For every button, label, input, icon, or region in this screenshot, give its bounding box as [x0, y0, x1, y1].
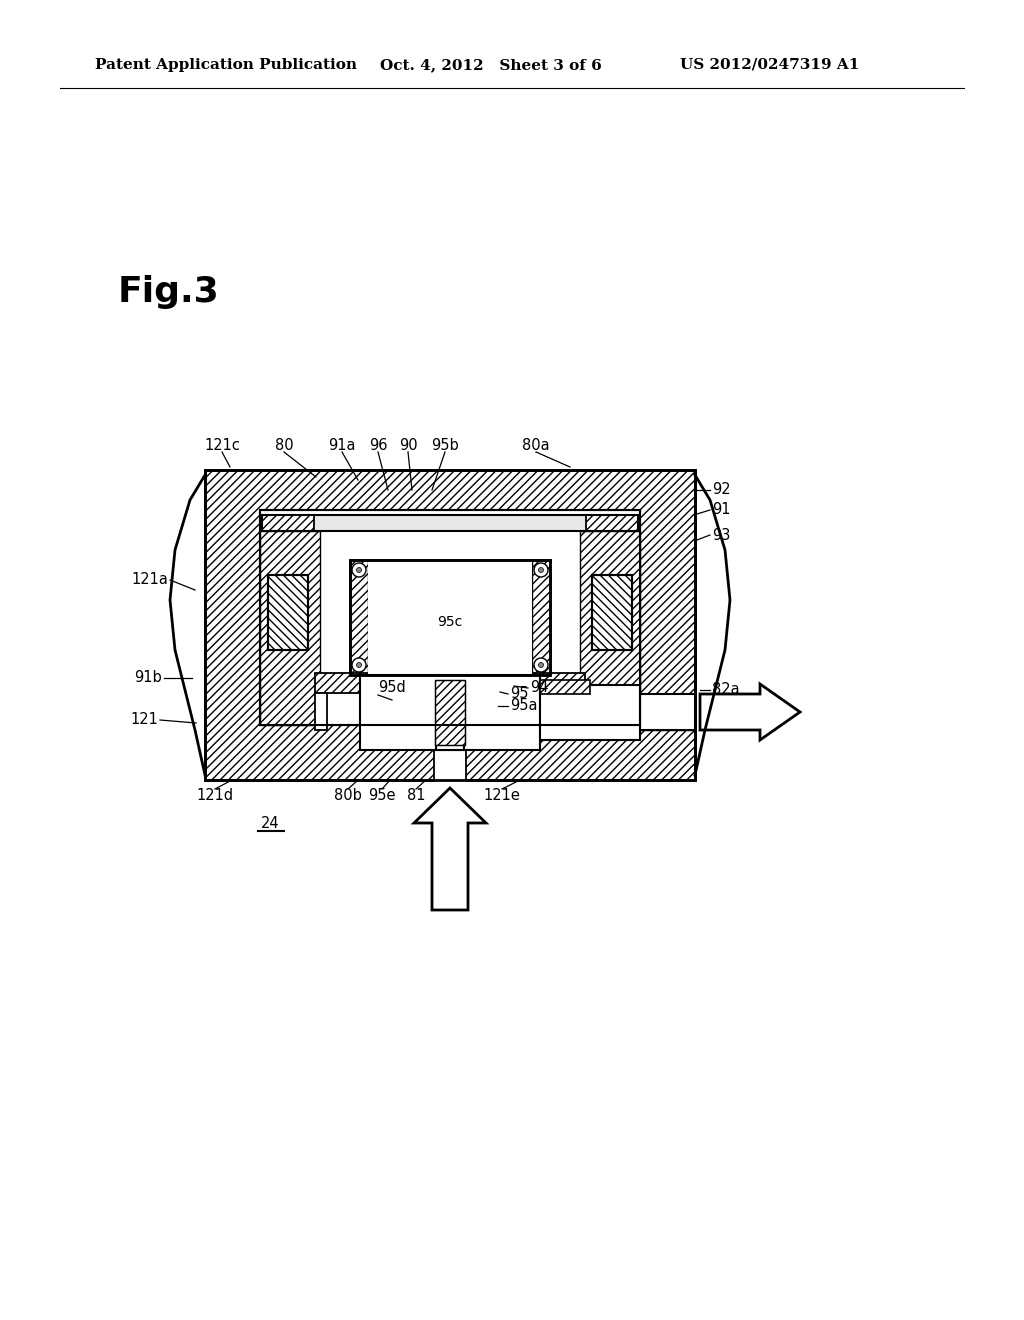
Bar [540, 685, 640, 741]
Text: 91: 91 [712, 503, 730, 517]
Bar [205, 470, 695, 780]
Bar [268, 576, 308, 649]
Bar [260, 531, 319, 725]
Text: Oct. 4, 2012   Sheet 3 of 6: Oct. 4, 2012 Sheet 3 of 6 [380, 58, 602, 73]
Circle shape [534, 657, 548, 672]
Bar [262, 515, 638, 531]
Circle shape [356, 663, 361, 668]
Bar [350, 560, 368, 675]
Bar [368, 560, 532, 675]
Text: 80a: 80a [522, 438, 550, 454]
Bar [640, 725, 695, 730]
Bar [640, 694, 695, 730]
Text: 121e: 121e [483, 788, 520, 804]
Bar [592, 576, 632, 649]
Text: 80: 80 [274, 438, 293, 454]
Bar [540, 680, 590, 694]
Text: 121a: 121a [131, 573, 168, 587]
Text: Fig.3: Fig.3 [118, 275, 220, 309]
Circle shape [356, 568, 361, 573]
Bar [592, 576, 632, 649]
Bar [434, 726, 466, 781]
Circle shape [534, 564, 548, 577]
Polygon shape [700, 684, 800, 741]
Bar [260, 510, 640, 725]
Bar [640, 694, 695, 725]
Bar [515, 673, 585, 693]
Text: 93: 93 [712, 528, 730, 543]
Circle shape [539, 568, 544, 573]
Text: 95e: 95e [369, 788, 395, 804]
Text: 24: 24 [261, 817, 280, 832]
Circle shape [352, 657, 366, 672]
Text: 95c: 95c [437, 615, 463, 630]
Bar [436, 730, 464, 750]
Text: Patent Application Publication: Patent Application Publication [95, 58, 357, 73]
Text: 80b: 80b [334, 788, 361, 804]
Text: 81: 81 [407, 788, 425, 804]
Text: 121d: 121d [197, 788, 233, 804]
Text: 121c: 121c [204, 438, 240, 454]
Text: US 2012/0247319 A1: US 2012/0247319 A1 [680, 58, 859, 73]
Bar [435, 680, 465, 744]
Polygon shape [414, 788, 486, 909]
Circle shape [539, 663, 544, 668]
Text: 95d: 95d [378, 681, 406, 696]
Bar [532, 560, 550, 675]
Bar [315, 673, 385, 693]
Bar [573, 693, 585, 730]
Bar [435, 680, 465, 744]
Bar [350, 560, 550, 675]
Text: 95: 95 [510, 686, 528, 701]
Bar [350, 560, 550, 675]
Bar [360, 675, 540, 750]
Text: 91b: 91b [134, 671, 162, 685]
Bar [262, 515, 314, 531]
Text: 96: 96 [369, 438, 387, 454]
Text: 95a: 95a [510, 698, 538, 714]
Text: 121: 121 [130, 713, 158, 727]
Bar [262, 515, 638, 531]
Text: 91a: 91a [329, 438, 355, 454]
Text: 82a: 82a [712, 682, 739, 697]
Bar [586, 515, 638, 531]
Circle shape [352, 564, 366, 577]
Bar [260, 510, 640, 725]
Bar [315, 693, 327, 730]
Text: 95b: 95b [431, 438, 459, 454]
Text: 94: 94 [530, 681, 549, 696]
Text: 92: 92 [712, 483, 731, 498]
Text: 90: 90 [398, 438, 418, 454]
Bar [268, 576, 308, 649]
Bar [205, 470, 695, 780]
Bar [350, 560, 550, 675]
Bar [580, 531, 640, 725]
